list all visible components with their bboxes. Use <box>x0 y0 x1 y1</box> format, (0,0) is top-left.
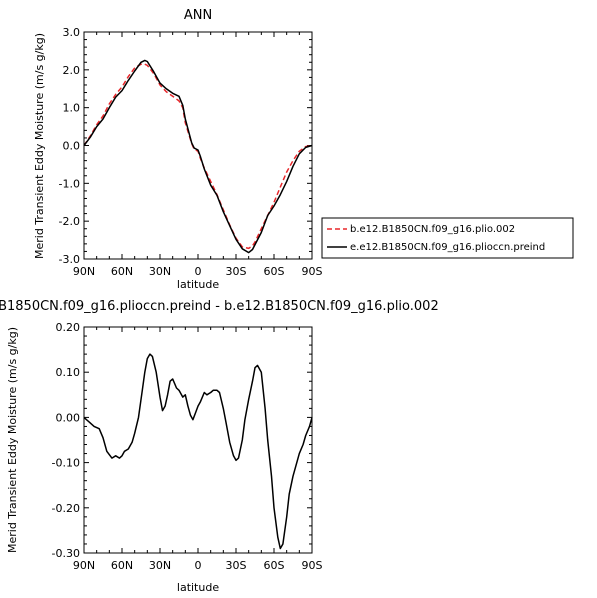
top-x-tick-label: 30S <box>226 265 247 278</box>
bottom-x-axis-label: latitude <box>177 581 219 594</box>
top-y-tick-label: 3.0 <box>63 26 81 39</box>
bottom-x-tick-label: 30N <box>149 559 171 572</box>
top-y-tick-label: -1.0 <box>59 177 80 190</box>
top-panel: ANN 90N 60N 30N 0 30S 60S 90S 3.0 2.0 1.0 0.0 -1.0 -… <box>33 8 323 291</box>
top-ticks <box>83 31 313 260</box>
bottom-y-tick-label: 0.00 <box>56 411 81 424</box>
top-x-tick-label: 60N <box>111 265 133 278</box>
bottom-tick-labels: 90N 60N 30N 0 30S 60S 90S 0.20 0.10 0.00 -0.10 -0.2… <box>52 321 323 572</box>
top-x-tick-label: 90N <box>73 265 95 278</box>
top-y-tick-label: 1.0 <box>63 102 81 115</box>
top-plot-frame <box>83 31 313 260</box>
bottom-y-axis-label: Merid Transient Eddy Moisture (m/s g/kg) <box>6 327 19 553</box>
legend-box <box>321 217 574 259</box>
bottom-panel: e.e12.B1850CN.f09_g16.plioccn.preind - b… <box>0 299 439 594</box>
bottom-ticks <box>83 326 313 554</box>
top-x-tick-label: 30N <box>149 265 171 278</box>
top-y-tick-label: 2.0 <box>63 64 81 77</box>
bottom-x-tick-label: 0 <box>195 559 202 572</box>
top-series-lines <box>83 59 313 254</box>
top-x-tick-label: 0 <box>195 265 202 278</box>
bottom-x-tick-label: 90S <box>302 559 323 572</box>
top-x-axis-label: latitude <box>177 278 219 291</box>
top-series-line-0 <box>83 63 313 250</box>
bottom-series-line-0 <box>83 353 313 550</box>
top-y-tick-label: 0.0 <box>63 140 81 153</box>
bottom-y-tick-label: -0.30 <box>52 547 80 560</box>
top-tick-labels: 90N 60N 30N 0 30S 60S 90S 3.0 2.0 1.0 0.0 -1.0 -2.0 -… <box>59 26 323 278</box>
top-series-line-1 <box>83 59 313 254</box>
bottom-plot-frame <box>83 326 313 554</box>
bottom-series-lines <box>83 353 313 550</box>
top-chart-title: ANN <box>184 8 212 23</box>
top-y-tick-label: -2.0 <box>59 215 80 228</box>
bottom-y-tick-label: 0.20 <box>56 321 81 334</box>
bottom-y-tick-label: -0.20 <box>52 502 80 515</box>
bottom-x-tick-label: 60N <box>111 559 133 572</box>
top-y-axis-label: Merid Transient Eddy Moisture (m/s g/kg) <box>33 33 46 259</box>
bottom-chart-title: e.e12.B1850CN.f09_g16.plioccn.preind - b… <box>0 299 439 314</box>
bottom-y-tick-label: -0.10 <box>52 457 80 470</box>
bottom-y-tick-label: 0.10 <box>56 366 81 379</box>
bottom-x-tick-label: 60S <box>264 559 285 572</box>
bottom-x-tick-label: 30S <box>226 559 247 572</box>
legend-label-preind: e.e12.B1850CN.f09_g16.plioccn.preind <box>350 242 545 253</box>
bottom-x-tick-label: 90N <box>73 559 95 572</box>
legend: b.e12.B1850CN.f09_g16.plio.002 e.e12.B18… <box>321 217 574 259</box>
legend-label-plio: b.e12.B1850CN.f09_g16.plio.002 <box>350 224 515 235</box>
top-y-tick-label: -3.0 <box>59 253 80 266</box>
top-x-tick-label: 90S <box>302 265 323 278</box>
top-x-tick-label: 60S <box>264 265 285 278</box>
